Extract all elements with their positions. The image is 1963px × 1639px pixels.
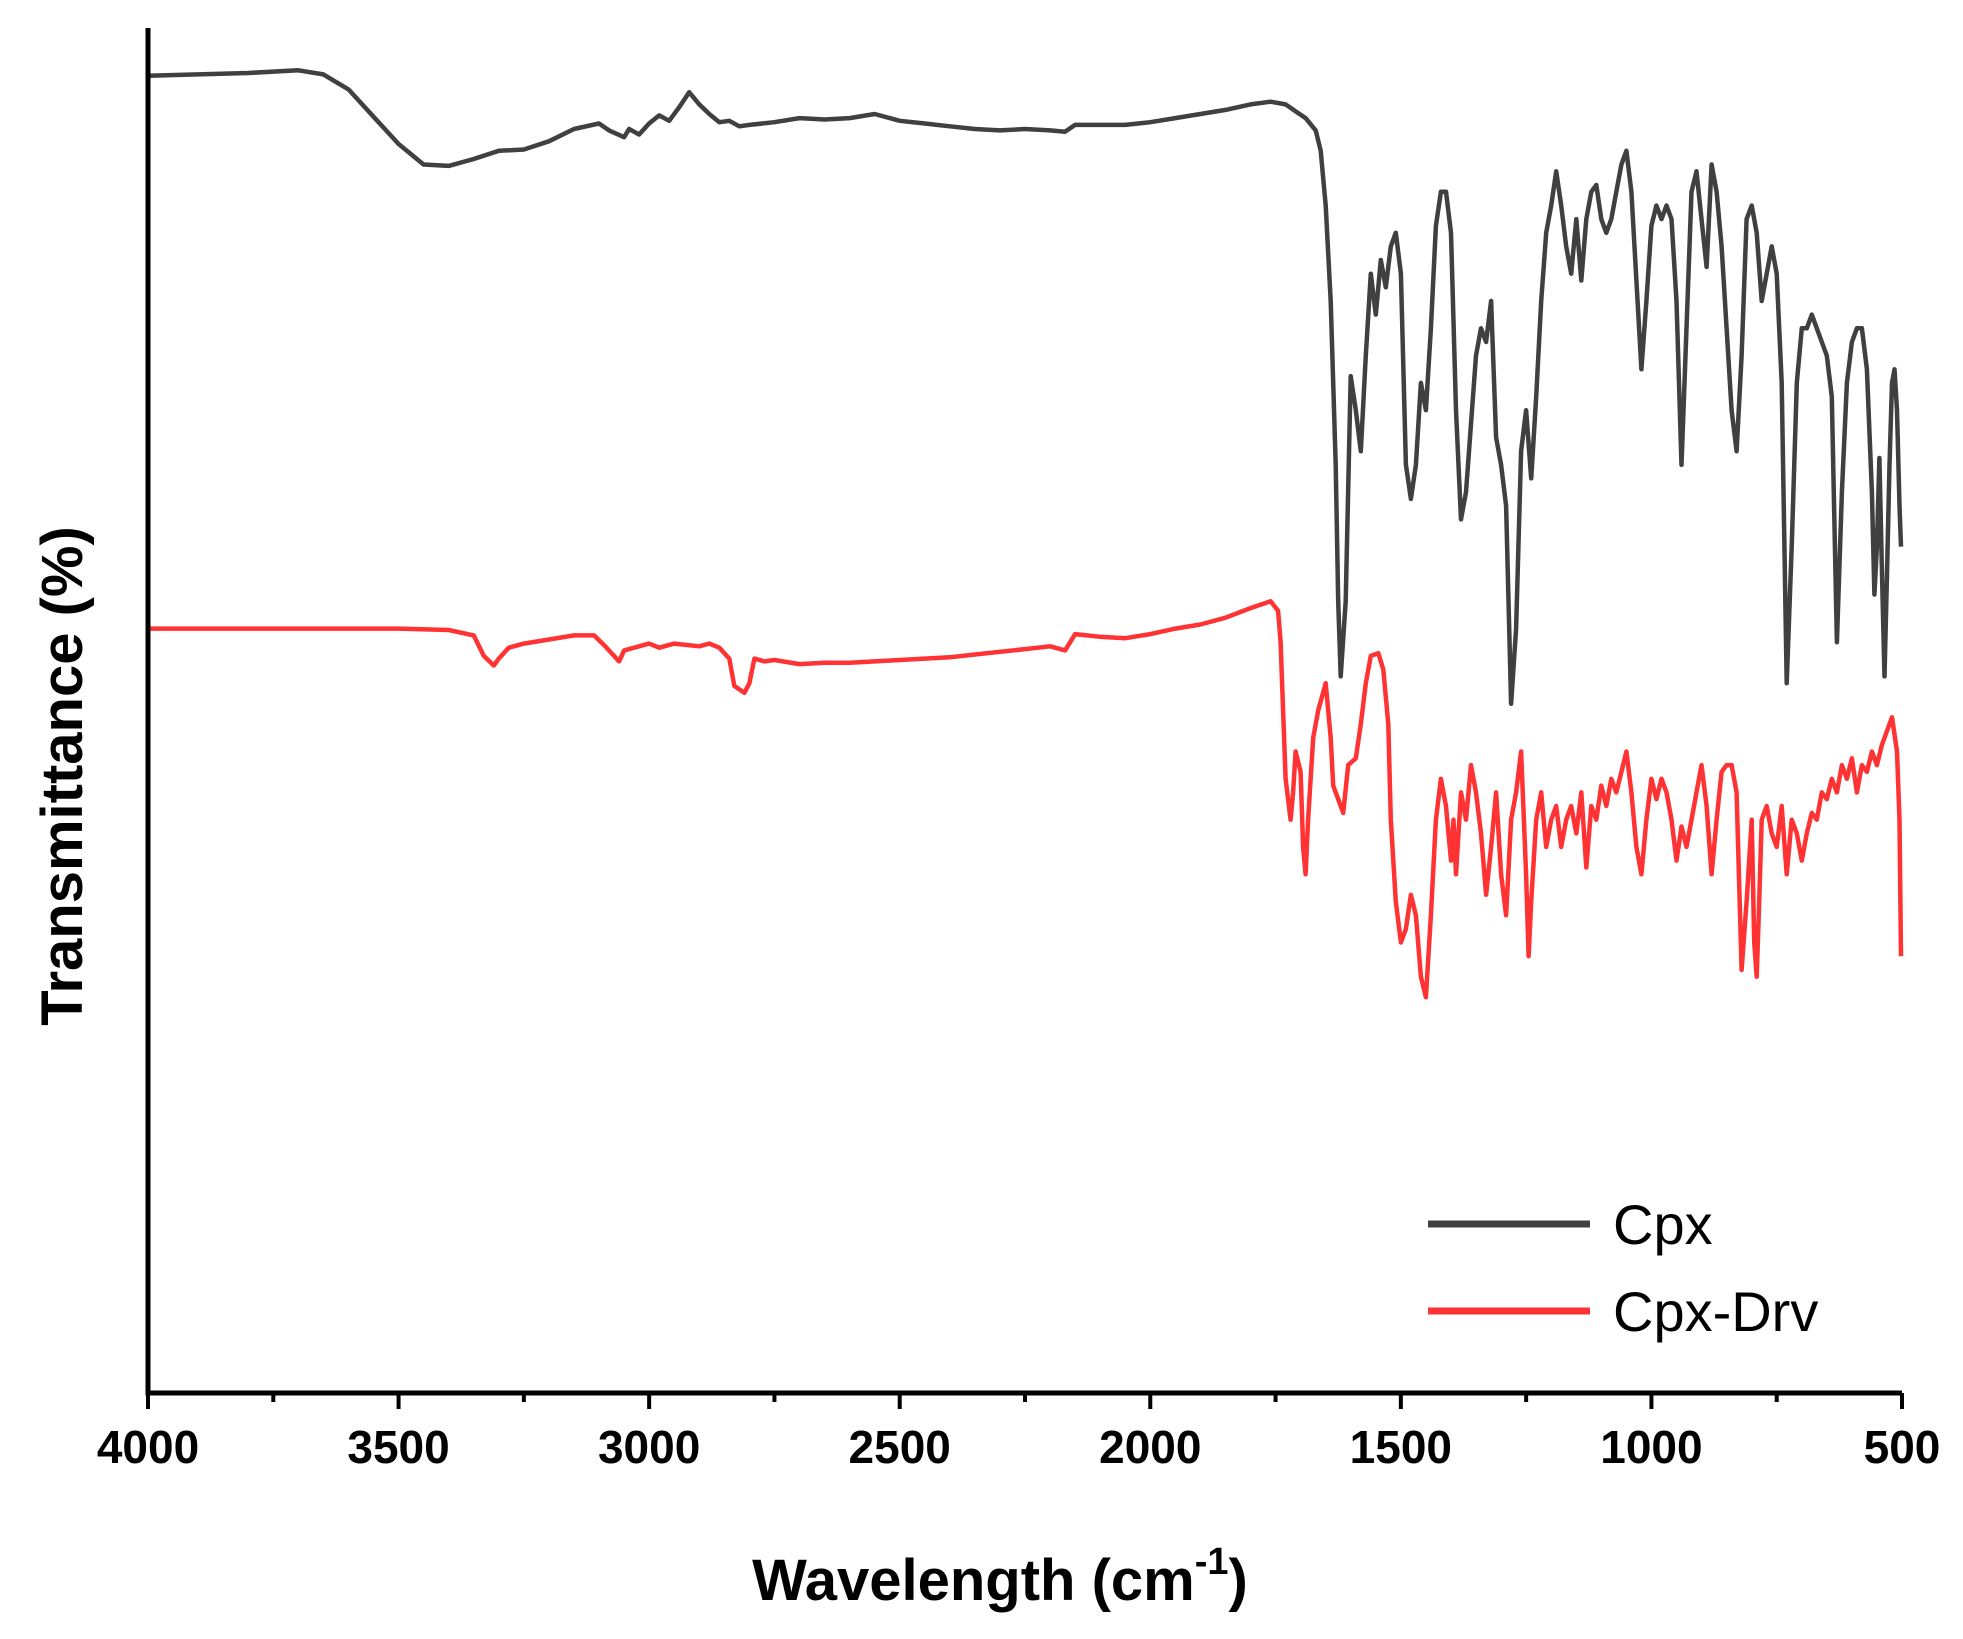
- series-line-cpx-drv: [148, 599, 1904, 1000]
- x-tick-label-3000: 3000: [598, 1421, 700, 1473]
- x-axis-title-close: ): [1229, 1548, 1248, 1613]
- x-tick-label-1500: 1500: [1350, 1421, 1452, 1473]
- y-axis-title: Transmittance (%): [30, 526, 95, 1026]
- x-tick-label-2500: 2500: [849, 1421, 951, 1473]
- legend: Cpx Cpx-Drv: [1428, 1193, 1818, 1343]
- x-tick-label-500: 500: [1864, 1421, 1941, 1473]
- x-axis-title-main: Wavelength (cm: [752, 1548, 1195, 1613]
- x-tick-label-4000: 4000: [97, 1421, 199, 1473]
- x-axis: 4000 3500 3000 2500 2000 1500 1000 500: [97, 1390, 1941, 1473]
- x-tick-label-3500: 3500: [347, 1421, 449, 1473]
- series-line-cpx: [147, 68, 1904, 706]
- x-axis-title: Wavelength (cm-1): [752, 1541, 1248, 1613]
- x-axis-title-superscript: -1: [1195, 1541, 1229, 1583]
- plot-area: [147, 68, 1904, 1000]
- x-tick-label-2000: 2000: [1099, 1421, 1201, 1473]
- legend-label-cpx: Cpx: [1613, 1193, 1713, 1256]
- x-tick-label-1000: 1000: [1600, 1421, 1702, 1473]
- legend-label-cpx-drv: Cpx-Drv: [1613, 1280, 1818, 1343]
